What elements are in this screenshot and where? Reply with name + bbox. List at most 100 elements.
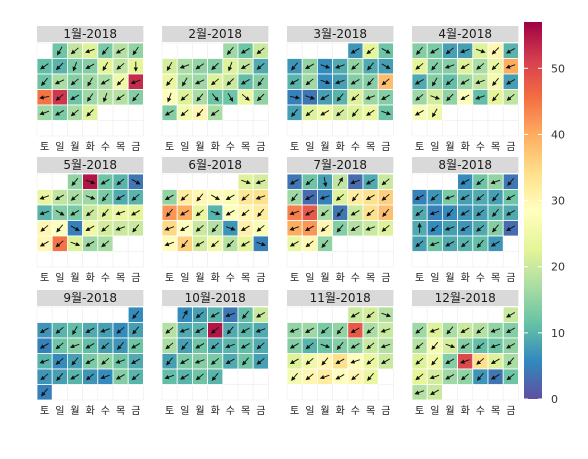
- weekday-label: 목: [491, 141, 500, 153]
- wind-arrow: [415, 62, 424, 70]
- wind-arrow: [381, 48, 391, 54]
- wind-arrow: [305, 327, 315, 333]
- wind-arrow: [255, 179, 266, 185]
- wind-arrow: [57, 46, 63, 56]
- wind-arrow: [85, 195, 96, 200]
- weekday-label: 토: [290, 142, 299, 153]
- weekday-label: 일: [430, 272, 439, 284]
- wind-arrow: [167, 92, 172, 103]
- wind-arrow: [39, 110, 50, 116]
- empty-cell: [51, 251, 68, 268]
- empty-cell: [377, 251, 394, 268]
- wind-arrow: [322, 177, 328, 188]
- empty-cell: [487, 120, 504, 137]
- empty-cell: [411, 251, 428, 268]
- empty-cell: [301, 120, 318, 137]
- empty-cell: [222, 368, 239, 385]
- wind-arrow: [165, 342, 174, 350]
- wind-arrow: [414, 194, 424, 201]
- empty-cell: [332, 120, 349, 137]
- panel-strip: [412, 26, 519, 42]
- weekday-label: 월: [320, 141, 329, 153]
- wind-arrow: [182, 77, 188, 87]
- empty-cell: [237, 251, 254, 268]
- weekday-label: 금: [381, 405, 390, 417]
- weekday-label: 일: [180, 272, 189, 284]
- wind-arrow: [445, 343, 456, 349]
- wind-arrow: [132, 224, 140, 233]
- wind-arrow: [256, 224, 265, 232]
- empty-cell: [67, 384, 83, 401]
- legend-tick-label: 40: [551, 128, 565, 141]
- wind-arrow: [39, 343, 49, 349]
- wind-arrow: [460, 48, 470, 54]
- empty-cell: [67, 251, 83, 268]
- wind-arrow: [131, 179, 141, 185]
- wind-arrow: [320, 110, 330, 116]
- weekday-label: 수: [226, 405, 235, 417]
- empty-cell: [237, 368, 254, 385]
- panel-strip: [412, 157, 519, 173]
- wind-arrow: [40, 63, 49, 70]
- wind-arrow: [291, 193, 298, 202]
- empty-cell: [252, 120, 269, 137]
- weekday-label: 금: [506, 272, 515, 284]
- wind-arrow: [116, 178, 125, 186]
- weekday-label: 금: [506, 405, 515, 417]
- weekday-label: 월: [320, 272, 329, 284]
- wind-arrow: [414, 110, 424, 116]
- weekday-label: 목: [241, 141, 250, 153]
- empty-cell: [176, 384, 193, 401]
- wind-arrow: [196, 93, 204, 102]
- empty-cell: [286, 306, 303, 323]
- wind-arrow: [506, 210, 516, 216]
- wind-arrow: [476, 342, 485, 350]
- empty-cell: [237, 104, 254, 121]
- wind-arrow: [305, 178, 314, 186]
- empty-cell: [426, 306, 443, 323]
- weekday-label: 목: [366, 405, 375, 417]
- empty-cell: [192, 384, 208, 401]
- wind-arrow: [56, 224, 64, 233]
- wind-arrow: [381, 78, 390, 86]
- empty-cell: [161, 384, 178, 401]
- wind-arrow: [414, 79, 424, 85]
- month-panel: 6월-2018 토 일 월 화 수 목 금: [161, 157, 269, 284]
- wind-arrow: [476, 178, 485, 186]
- wind-arrow: [210, 210, 221, 216]
- empty-cell: [222, 173, 239, 190]
- wind-arrow: [131, 193, 140, 201]
- wind-arrow: [289, 241, 299, 247]
- empty-cell: [442, 306, 458, 323]
- wind-arrow: [320, 79, 331, 85]
- weekday-label: 일: [55, 405, 64, 417]
- empty-cell: [487, 251, 504, 268]
- wind-arrow: [85, 241, 95, 247]
- wind-arrow: [431, 357, 439, 366]
- wind-arrow: [365, 95, 376, 100]
- wind-arrow: [475, 95, 485, 100]
- wind-arrow: [85, 209, 95, 217]
- wind-arrow: [72, 61, 77, 72]
- wind-arrow: [432, 77, 438, 87]
- wind-arrow: [430, 48, 440, 54]
- wind-arrow: [257, 208, 265, 217]
- weekday-label: 금: [131, 405, 140, 417]
- wind-arrow: [196, 193, 204, 202]
- wind-arrow: [115, 374, 125, 380]
- wind-arrow: [70, 109, 79, 117]
- wind-arrow: [179, 64, 190, 69]
- empty-cell: [36, 42, 53, 59]
- empty-cell: [301, 251, 318, 268]
- wind-arrow: [350, 312, 360, 318]
- wind-arrow: [226, 240, 234, 248]
- wind-arrow: [39, 210, 50, 216]
- wind-arrow: [40, 373, 49, 381]
- empty-cell: [176, 42, 193, 59]
- wind-arrow: [305, 109, 314, 117]
- panel-title: 2월-2018: [188, 27, 242, 41]
- wind-arrow: [476, 193, 485, 201]
- wind-arrow: [380, 328, 391, 333]
- empty-cell: [426, 120, 443, 137]
- wind-arrow: [100, 179, 110, 185]
